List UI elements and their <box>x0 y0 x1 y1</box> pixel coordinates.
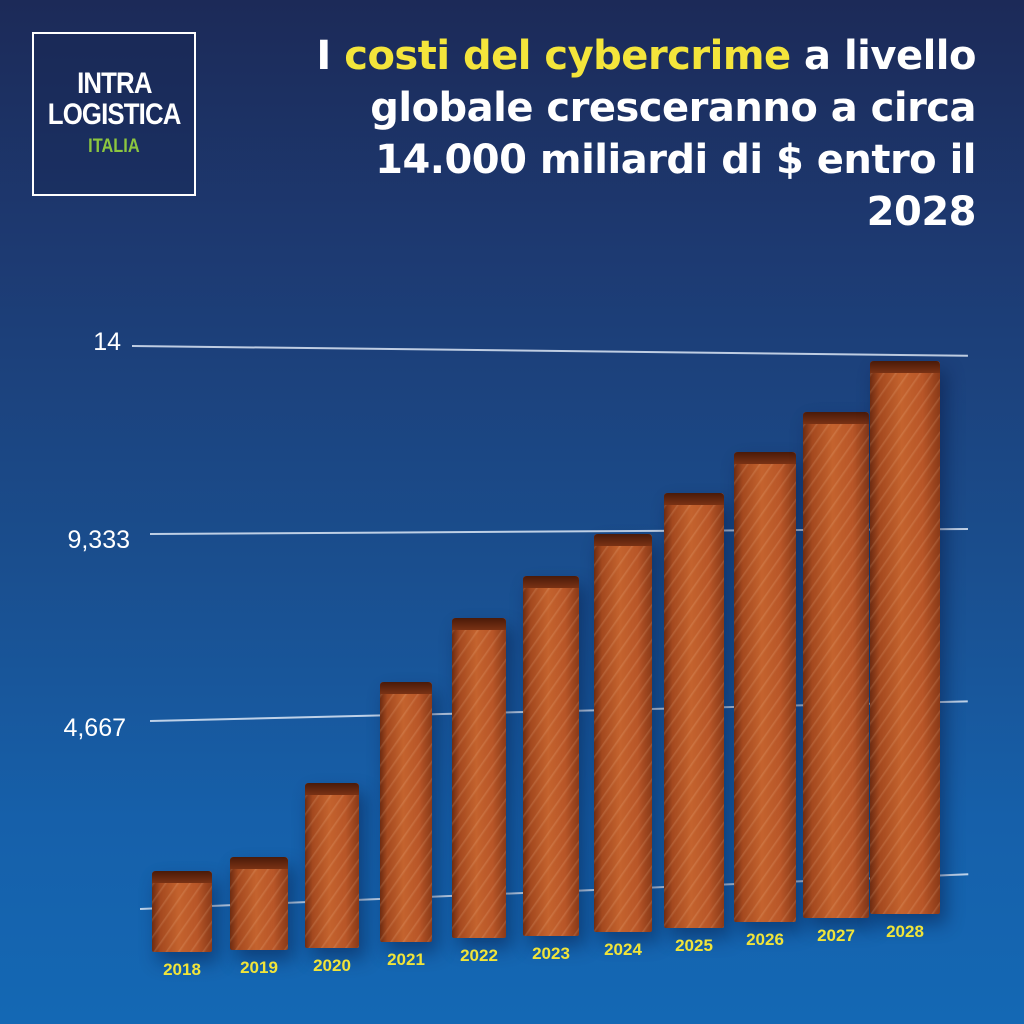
bar-face <box>230 856 288 950</box>
bar-top-face <box>380 681 432 694</box>
bar-face <box>664 492 724 928</box>
gridline <box>131 345 968 357</box>
x-tick-label: 2027 <box>817 926 855 945</box>
bar-face <box>452 618 506 938</box>
bar-top-face <box>152 871 212 884</box>
headline-highlight: costi del cybercrime <box>344 33 791 79</box>
bar-2020 <box>305 783 359 948</box>
bar-2022 <box>452 618 506 938</box>
bar-2027 <box>803 412 869 918</box>
bar-face <box>380 681 432 942</box>
bar-2023 <box>523 575 579 936</box>
bar-top-face <box>305 783 359 796</box>
bar-2019 <box>230 856 288 950</box>
x-tick-label: 2023 <box>532 944 570 963</box>
bar-face <box>803 412 869 918</box>
x-tick-label: 2025 <box>675 936 713 955</box>
logo-line-logistica: LOGISTICA <box>47 98 182 131</box>
x-tick-label: 2026 <box>746 930 784 949</box>
bar-top-face <box>870 360 940 373</box>
bar-2024 <box>594 534 652 932</box>
logo-line-italia: ITALIA <box>88 136 140 157</box>
x-tick-label: 2024 <box>604 940 642 959</box>
y-tick-label: 14 <box>93 328 121 356</box>
x-tick-label: 2019 <box>240 958 278 977</box>
bar-top-face <box>594 534 652 547</box>
bar-face <box>305 783 359 948</box>
bar-face <box>523 575 579 936</box>
bar-top-face <box>734 452 796 465</box>
bar-2021 <box>380 681 432 942</box>
bar-face <box>152 871 212 952</box>
headline-line-1: I costi del cybercrime a livello <box>316 33 976 79</box>
bar-top-face <box>452 618 506 631</box>
bar-face <box>870 360 940 914</box>
logo-line-intra: INTRA <box>76 67 152 100</box>
x-tick-label: 2028 <box>886 922 924 941</box>
bar-top-face <box>664 492 724 505</box>
headline: I costi del cybercrime a livello globale… <box>256 30 976 238</box>
bar-face <box>734 452 796 922</box>
x-tick-label: 2018 <box>163 960 201 979</box>
bar-2025 <box>664 492 724 928</box>
y-tick-label: 9,333 <box>67 526 130 554</box>
bar-face <box>594 534 652 932</box>
y-tick-label: 4,667 <box>63 714 126 742</box>
headline-line-3: 14.000 miliardi di $ entro il 2028 <box>375 137 976 235</box>
headline-line-2: globale cresceranno a circa <box>370 85 976 131</box>
bar-top-face <box>523 575 579 588</box>
bar-top-face <box>803 412 869 425</box>
bar-2028 <box>870 360 940 914</box>
x-tick-label: 2021 <box>387 950 425 969</box>
bar-top-face <box>230 856 288 869</box>
intralogistica-logo: INTRA LOGISTICA ITALIA <box>32 32 196 196</box>
x-tick-label: 2020 <box>313 956 351 975</box>
bar-2026 <box>734 452 796 922</box>
bar-2018 <box>152 871 212 952</box>
x-tick-label: 2022 <box>460 946 498 965</box>
